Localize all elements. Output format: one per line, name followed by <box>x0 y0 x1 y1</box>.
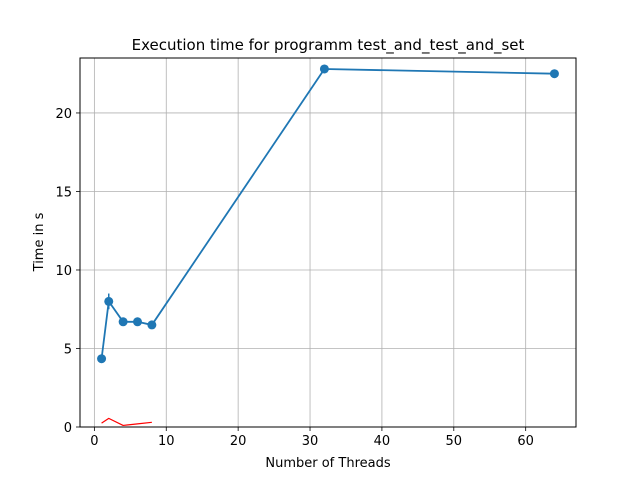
x-tick-label: 30 <box>302 434 319 449</box>
data-point <box>133 317 142 326</box>
y-tick-label: 15 <box>55 185 72 200</box>
x-tick-label: 40 <box>374 434 391 449</box>
x-tick-label: 10 <box>158 434 175 449</box>
data-point <box>320 64 329 73</box>
ticks: 0 10 20 30 40 50 60 0 5 10 15 20 <box>55 107 534 449</box>
data-point <box>119 317 128 326</box>
series-line-secondary <box>102 418 152 425</box>
x-axis-label: Number of Threads <box>265 456 390 471</box>
chart-title: Execution time for programm test_and_tes… <box>132 36 525 55</box>
grid <box>80 58 576 427</box>
data-point <box>550 69 559 78</box>
data-point <box>97 354 106 363</box>
x-tick-label: 60 <box>517 434 534 449</box>
y-tick-label: 5 <box>64 342 72 357</box>
x-tick-label: 20 <box>230 434 247 449</box>
x-tick-label: 0 <box>90 434 98 449</box>
series-line-execution-time <box>102 69 555 359</box>
y-axis-label: Time in s <box>32 212 47 272</box>
data-point <box>147 320 156 329</box>
x-tick-label: 50 <box>446 434 463 449</box>
y-tick-label: 0 <box>64 421 72 436</box>
y-tick-label: 10 <box>55 264 72 279</box>
data-point <box>104 297 113 306</box>
y-tick-label: 20 <box>55 107 72 122</box>
